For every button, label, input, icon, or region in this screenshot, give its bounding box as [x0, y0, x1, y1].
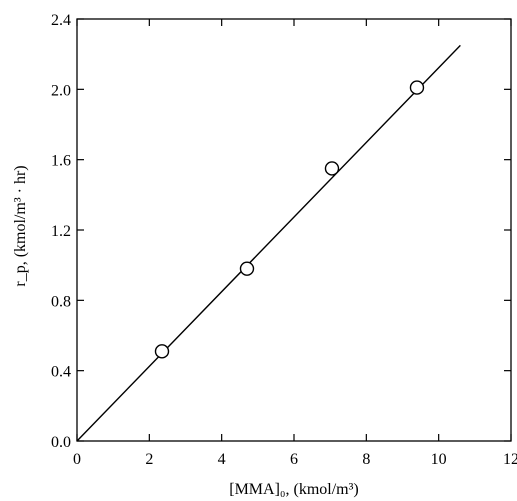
y-tick-label: 1.2 [51, 223, 71, 240]
y-axis-label: r_p, (kmol/m³ · hr) [12, 165, 29, 286]
data-point [239, 261, 255, 276]
x-tick-label: 4 [218, 451, 226, 468]
y-tick-label: 0.8 [51, 293, 71, 310]
x-tick-label: 10 [431, 451, 447, 468]
fit-line [76, 44, 461, 442]
y-tick-label: 0.0 [51, 434, 71, 451]
y-tick-label: 2.4 [51, 12, 71, 29]
x-tick-label: 2 [145, 451, 153, 468]
data-point [409, 80, 425, 95]
x-tick-label: 6 [290, 451, 298, 468]
x-axis-label: [MMA]₀, (kmol/m³) [229, 481, 358, 498]
x-tick-label: 8 [362, 451, 370, 468]
data-point [154, 344, 170, 359]
data-point [324, 161, 340, 176]
y-tick-label: 0.4 [51, 364, 71, 381]
y-tick-label: 1.6 [51, 153, 71, 170]
x-tick-label: 0 [73, 451, 81, 468]
x-tick-label: 12 [503, 451, 517, 468]
y-tick-label: 2.0 [51, 82, 71, 99]
plot-frame [76, 18, 512, 442]
